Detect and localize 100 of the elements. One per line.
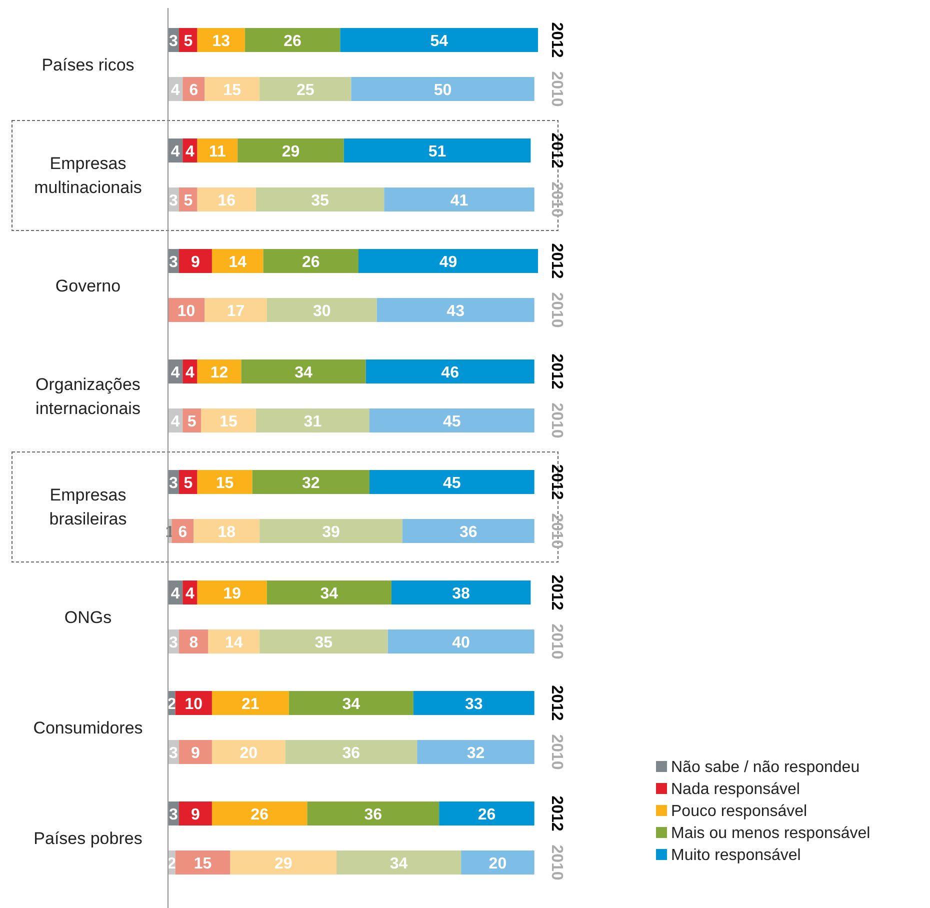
data-label: 4 <box>186 364 195 382</box>
data-label: 50 <box>434 82 452 99</box>
legend-label: Nada responsável <box>671 781 800 798</box>
y-tick-label: 2012 <box>548 685 565 721</box>
data-label: 14 <box>228 254 247 271</box>
data-label: 2 <box>167 696 176 713</box>
y-tick-label: 2012 <box>548 464 565 500</box>
data-label: 29 <box>274 856 292 872</box>
data-label: 25 <box>296 82 314 99</box>
data-label: 31 <box>304 414 322 430</box>
data-label: 51 <box>428 144 446 160</box>
data-label: 17 <box>226 303 245 320</box>
data-label: 8 <box>189 634 198 652</box>
data-label: 9 <box>191 254 200 271</box>
data-label: 40 <box>452 634 470 652</box>
data-label: 5 <box>187 414 196 430</box>
data-label: 11 <box>208 144 226 160</box>
text: Governo <box>55 276 121 296</box>
data-label: 36 <box>342 745 360 762</box>
text: Empresas multinacionais <box>34 154 142 197</box>
data-label: 3 <box>169 33 178 50</box>
text: Consumidores <box>33 718 143 738</box>
data-label: 54 <box>430 33 448 50</box>
y-tick-label: 2012 <box>548 796 565 832</box>
data-label: 45 <box>443 475 461 492</box>
data-label: 21 <box>242 696 260 713</box>
data-label: 5 <box>184 33 193 50</box>
data-label: 20 <box>240 745 258 762</box>
data-label: 16 <box>218 192 236 210</box>
data-label: 29 <box>282 144 300 160</box>
data-label: 18 <box>218 524 236 541</box>
data-label: 20 <box>488 856 507 872</box>
y-tick-label: 2012 <box>548 132 565 168</box>
data-label: 35 <box>311 192 330 210</box>
y-tick-label: 2010 <box>548 624 565 660</box>
data-label: 43 <box>446 303 465 320</box>
data-label: 26 <box>284 33 302 50</box>
data-label: 34 <box>294 364 313 382</box>
data-label: 9 <box>191 745 200 762</box>
text: Países pobres <box>34 829 142 848</box>
data-label: 4 <box>170 364 180 382</box>
data-label: 14 <box>225 634 243 652</box>
data-label: 39 <box>322 524 340 541</box>
data-label: 3 <box>169 254 178 271</box>
text: Países ricos <box>42 56 134 74</box>
legend-label: Não sabe / não respondeu <box>671 759 860 776</box>
y-tick-label: 2010 <box>548 292 565 328</box>
data-label: 26 <box>302 254 320 271</box>
data-label: 4 <box>186 144 195 160</box>
data-label: 15 <box>194 856 212 872</box>
data-label: 15 <box>216 475 234 492</box>
data-label: 33 <box>464 696 483 713</box>
data-label: 34 <box>342 696 360 713</box>
y-tick-label: 2012 <box>548 354 565 390</box>
data-label: 6 <box>178 524 188 541</box>
data-label: 19 <box>223 586 242 602</box>
y-tick-label: 2010 <box>548 402 565 438</box>
data-label: 13 <box>212 33 230 50</box>
y-tick-label: 2010 <box>548 182 565 218</box>
y-tick-label: 2010 <box>548 734 565 770</box>
data-label: 36 <box>364 806 382 824</box>
data-label: 36 <box>460 524 478 541</box>
data-label: 49 <box>439 254 458 271</box>
y-tick-label: 2010 <box>548 844 565 880</box>
y-tick-label: 2012 <box>548 574 565 610</box>
data-label: 34 <box>390 856 408 872</box>
data-label: 46 <box>441 364 460 382</box>
data-label: 4 <box>170 586 180 602</box>
data-label: 4 <box>170 144 180 160</box>
data-label: 38 <box>452 586 470 602</box>
data-label: 45 <box>443 414 461 430</box>
data-label: 5 <box>184 475 193 492</box>
legend-label: Pouco responsável <box>671 803 808 820</box>
data-label: 32 <box>466 745 485 762</box>
data-label: 15 <box>223 82 242 99</box>
data-label: 9 <box>191 806 200 824</box>
data-label: 26 <box>250 806 269 824</box>
data-label: 4 <box>186 586 195 602</box>
data-label: 3 <box>169 475 178 492</box>
data-label: 15 <box>220 414 238 430</box>
legend-label: Mais ou menos responsável <box>671 825 870 842</box>
data-label: 3 <box>169 806 178 824</box>
y-tick-label: 2010 <box>548 71 565 107</box>
data-label: 12 <box>210 364 228 382</box>
data-label: 10 <box>184 696 203 713</box>
y-tick-label: 2012 <box>548 243 565 279</box>
data-label: 34 <box>320 586 338 602</box>
y-tick-label: 2012 <box>548 22 565 58</box>
data-label: 26 <box>478 806 496 824</box>
text: Empresas brasileiras <box>49 486 127 528</box>
data-label: 35 <box>314 634 333 652</box>
data-label: 30 <box>312 303 331 320</box>
legend-label: Muito responsável <box>671 847 801 864</box>
data-label: 5 <box>184 192 193 210</box>
text: Organizações internacionais <box>36 375 140 418</box>
data-label: 6 <box>189 82 198 99</box>
y-tick-label: 2010 <box>548 513 565 549</box>
data-label: 10 <box>177 303 196 320</box>
data-label: 32 <box>302 475 320 492</box>
data-label: 41 <box>450 192 468 210</box>
